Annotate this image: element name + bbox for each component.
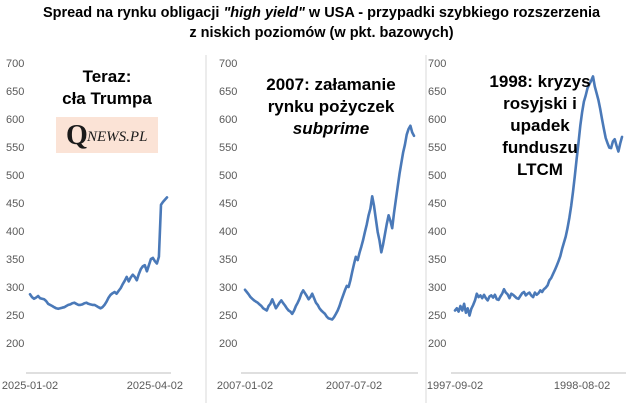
spread-series-line — [243, 124, 416, 321]
logo-q: Q — [66, 120, 88, 151]
qnews-logo: Q NEWS.PL — [56, 117, 158, 153]
chart-title-line1: Spread na rynku obligacji "high yield" w… — [0, 3, 643, 23]
y-tick-label: 400 — [428, 226, 446, 238]
y-tick-label: 600 — [428, 114, 446, 126]
spread-series-line — [28, 196, 169, 311]
y-tick-label: 450 — [6, 198, 24, 210]
y-tick-label: 600 — [219, 114, 237, 126]
x-tick-label: 1997-09-02 — [427, 380, 483, 392]
y-tick-label: 550 — [219, 142, 237, 154]
y-tick-label: 600 — [6, 114, 24, 126]
y-tick-label: 200 — [428, 338, 446, 350]
annotation-1-line-1: Teraz: — [82, 67, 132, 86]
y-tick-label: 550 — [6, 142, 24, 154]
x-tick-label: 2025-04-02 — [127, 380, 183, 392]
annotation-panel-3: 1998: kryzys rosyjski i upadek funduszu … — [481, 71, 599, 181]
y-tick-label: 350 — [428, 254, 446, 266]
annotation-3-line-1: 1998: kryzys — [489, 72, 591, 91]
annotation-2-line-1: 2007: załamanie — [266, 75, 396, 94]
y-tick-label: 450 — [428, 198, 446, 210]
x-tick-label: 2007-01-02 — [217, 380, 273, 392]
y-tick-label: 500 — [219, 170, 237, 182]
y-tick-label: 400 — [6, 226, 24, 238]
annotation-panel-1: Teraz: cła Trumpa — [52, 66, 162, 110]
logo-text: NEWS.PL — [87, 129, 148, 145]
y-tick-label: 650 — [6, 86, 24, 98]
y-tick-label: 350 — [6, 254, 24, 266]
y-tick-label: 300 — [428, 282, 446, 294]
y-tick-label: 500 — [6, 170, 24, 182]
spread-series-line — [453, 75, 624, 317]
annotation-3-line-5: LTCM — [517, 160, 563, 179]
title-part1: Spread na rynku obligacji — [42, 5, 224, 21]
title-part3: w USA - przypadki szybkiego rozszerzenia — [304, 5, 601, 21]
y-tick-label: 700 — [428, 58, 446, 70]
y-tick-label: 500 — [428, 170, 446, 182]
y-tick-label: 650 — [428, 86, 446, 98]
chart-title-line2: z niskich poziomów (w pkt. bazowych) — [189, 25, 454, 41]
y-tick-label: 300 — [6, 282, 24, 294]
y-tick-label: 650 — [219, 86, 237, 98]
x-tick-label: 2025-01-02 — [2, 380, 58, 392]
y-tick-label: 350 — [219, 254, 237, 266]
y-tick-label: 250 — [219, 310, 237, 322]
annotation-3-line-4: funduszu — [502, 138, 578, 157]
y-tick-label: 250 — [428, 310, 446, 322]
y-tick-label: 700 — [219, 58, 237, 70]
annotation-3-line-3: upadek — [510, 116, 570, 135]
title-part2: "high yield" — [223, 5, 305, 21]
y-tick-label: 550 — [428, 142, 446, 154]
y-tick-label: 300 — [219, 282, 237, 294]
chart-title: Spread na rynku obligacji "high yield" w… — [0, 3, 643, 43]
annotation-1-line-2: cła Trumpa — [62, 89, 152, 108]
annotation-panel-2: 2007: załamanie rynku pożyczek subprime — [262, 74, 400, 140]
annotation-2-line-2: rynku pożyczek — [267, 97, 395, 116]
y-tick-label: 200 — [6, 338, 24, 350]
y-tick-label: 450 — [219, 198, 237, 210]
x-tick-label: 2007-07-02 — [326, 380, 382, 392]
y-tick-label: 200 — [219, 338, 237, 350]
y-tick-label: 250 — [6, 310, 24, 322]
x-tick-label: 1998-08-02 — [554, 380, 610, 392]
y-tick-label: 400 — [219, 226, 237, 238]
annotation-2-line-3: subprime — [292, 119, 370, 138]
y-tick-label: 700 — [6, 58, 24, 70]
annotation-3-line-2: rosyjski i — [503, 94, 577, 113]
